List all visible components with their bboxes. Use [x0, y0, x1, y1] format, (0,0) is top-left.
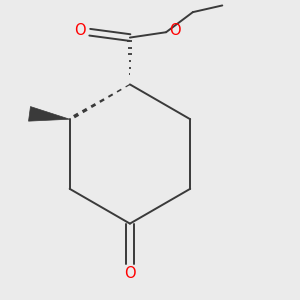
Polygon shape: [28, 106, 70, 121]
Text: O: O: [169, 23, 181, 38]
Text: O: O: [124, 266, 136, 281]
Text: O: O: [74, 23, 85, 38]
